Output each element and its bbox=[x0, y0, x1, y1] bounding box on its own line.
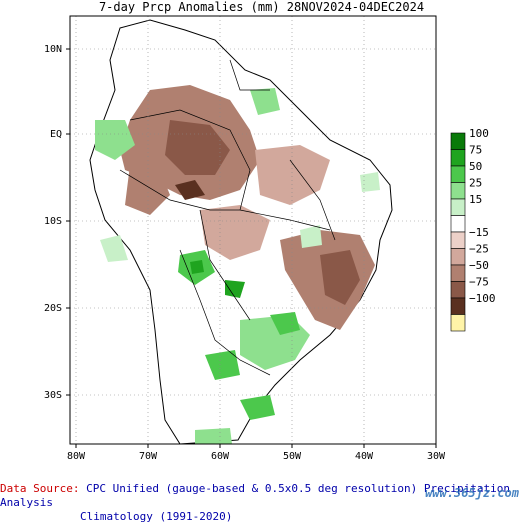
legend-label: −75 bbox=[469, 276, 489, 289]
legend-label: 50 bbox=[469, 160, 482, 173]
color-legend: 100 75 50 25 15 −15 −25 −50 −75 −100 bbox=[450, 127, 496, 332]
legend-swatch bbox=[450, 231, 466, 249]
lat-label-30s: 30S bbox=[44, 390, 62, 401]
lat-label-10n: 10N bbox=[44, 44, 62, 55]
map-title: 7-day Prcp Anomalies (mm) 28NOV2024-04DE… bbox=[98, 0, 425, 14]
graticule bbox=[70, 16, 436, 444]
legend-label: 15 bbox=[469, 193, 482, 206]
legend-label: −25 bbox=[469, 243, 489, 256]
lat-label-eq: EQ bbox=[50, 129, 62, 140]
legend-swatch bbox=[450, 281, 466, 299]
lon-label-40w: 40W bbox=[355, 451, 374, 462]
legend-swatch bbox=[450, 165, 466, 183]
legend-swatch bbox=[450, 264, 466, 282]
legend-label: 25 bbox=[469, 177, 482, 190]
legend-swatch bbox=[450, 248, 466, 266]
legend-swatch bbox=[450, 132, 466, 150]
country-borders bbox=[119, 59, 336, 376]
legend-label: 100 bbox=[469, 127, 489, 140]
legend-label: −50 bbox=[469, 259, 489, 272]
legend-swatch bbox=[450, 198, 466, 216]
lon-label-80w: 80W bbox=[67, 451, 86, 462]
lon-label-60w: 60W bbox=[211, 451, 230, 462]
climatology-text: Climatology (1991-2020) bbox=[80, 510, 233, 523]
legend-swatch bbox=[450, 149, 466, 167]
legend-label: 75 bbox=[469, 144, 482, 157]
legend-swatch bbox=[450, 182, 466, 200]
watermark: www.365jz.com bbox=[425, 486, 519, 500]
lon-label-70w: 70W bbox=[139, 451, 158, 462]
legend-swatch bbox=[450, 297, 466, 315]
wet-anomaly-areas bbox=[95, 88, 380, 444]
lat-label-20s: 20S bbox=[44, 303, 62, 314]
data-source-label: Data Source: bbox=[0, 482, 80, 495]
lon-label-30w: 30W bbox=[427, 451, 446, 462]
dry-anomaly-areas bbox=[120, 85, 375, 330]
legend-swatch bbox=[450, 314, 466, 332]
legend-label: −100 bbox=[469, 292, 496, 305]
legend-label: −15 bbox=[469, 226, 489, 239]
lat-label-10s: 10S bbox=[44, 216, 62, 227]
lon-label-50w: 50W bbox=[283, 451, 302, 462]
precip-anomaly-map: 10N EQ 10S 20S 30S 80W 70W 60W 50W 40W 3… bbox=[44, 15, 496, 462]
legend-swatch bbox=[450, 215, 466, 233]
data-source-text: CPC Unified (gauge-based & 0.5x0.5 deg r… bbox=[0, 482, 510, 509]
